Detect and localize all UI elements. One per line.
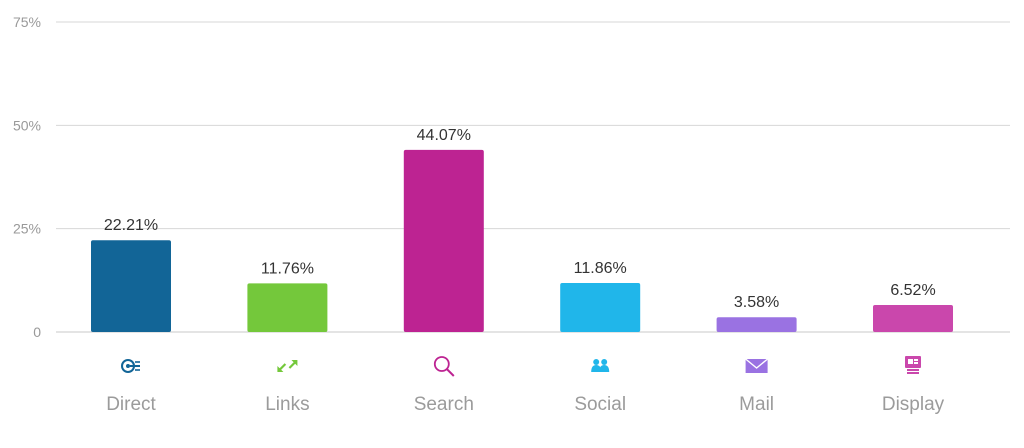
value-label: 11.76% xyxy=(261,260,314,277)
display-icon xyxy=(905,356,921,374)
category-label: Mail xyxy=(739,394,774,415)
y-tick-label: 75% xyxy=(13,14,41,30)
value-label: 22.21% xyxy=(104,217,158,234)
grid xyxy=(56,21,1010,333)
value-label: 3.58% xyxy=(734,294,779,311)
category-label: Search xyxy=(414,394,474,415)
category-labels: Direct Links Search Social Mail Display xyxy=(106,394,944,415)
bar-social xyxy=(560,282,641,332)
value-label: 44.07% xyxy=(417,127,471,144)
social-icon xyxy=(591,359,610,372)
bar-mail xyxy=(716,317,797,332)
value-label: 6.52% xyxy=(890,282,935,299)
category-label: Direct xyxy=(106,394,156,415)
value-label: 11.86% xyxy=(574,260,627,277)
direct-icon xyxy=(121,359,140,373)
category-label: Display xyxy=(882,394,945,415)
y-tick-label: 50% xyxy=(13,117,41,133)
bar-direct xyxy=(91,240,171,332)
category-label: Links xyxy=(265,394,309,415)
category-label: Social xyxy=(574,394,626,415)
bars xyxy=(91,149,953,332)
search-icon xyxy=(433,356,455,377)
y-axis: 0 25% 50% 75% xyxy=(13,14,41,340)
bar-links xyxy=(247,283,328,332)
bar-search xyxy=(403,149,484,332)
category-icons xyxy=(121,356,921,377)
value-labels: 22.21% 11.76% 44.07% 11.86% 3.58% 6.52% xyxy=(104,127,936,311)
links-icon xyxy=(277,360,298,372)
bar-display xyxy=(873,305,953,332)
mail-icon xyxy=(745,358,769,373)
y-tick-label: 25% xyxy=(13,221,41,237)
y-tick-label: 0 xyxy=(33,324,41,340)
